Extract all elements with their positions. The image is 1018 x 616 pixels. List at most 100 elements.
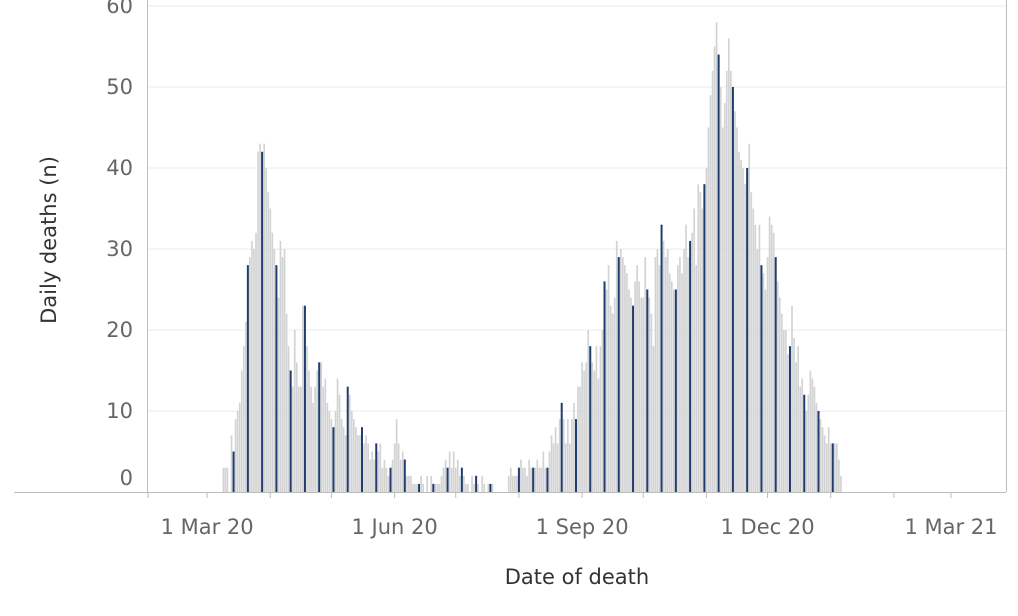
daily-bar xyxy=(310,386,312,492)
daily-bar xyxy=(654,257,657,492)
daily-bar xyxy=(748,143,751,492)
daily-bar xyxy=(257,151,259,493)
x-tick-label: 1 Sep 20 xyxy=(536,515,629,539)
weekly-bar xyxy=(831,443,834,492)
daily-bar xyxy=(815,402,818,492)
daily-bar xyxy=(564,443,567,492)
daily-bar xyxy=(526,475,528,492)
x-axis-title: Date of death xyxy=(505,565,649,589)
daily-bar xyxy=(664,257,667,492)
daily-bar xyxy=(721,127,724,492)
daily-bar xyxy=(552,443,555,492)
weekly-bar xyxy=(346,386,349,492)
daily-bar xyxy=(609,305,612,492)
daily-bar xyxy=(825,443,828,492)
daily-bar xyxy=(691,232,693,493)
daily-bar xyxy=(658,265,661,492)
weekly-bar xyxy=(360,427,363,492)
daily-bar xyxy=(823,435,826,492)
daily-bar xyxy=(679,257,681,492)
daily-bar xyxy=(267,192,270,493)
weekly-bar xyxy=(517,467,520,492)
daily-bar xyxy=(381,467,384,492)
daily-bar xyxy=(766,257,769,492)
daily-bar xyxy=(249,257,251,492)
daily-bar xyxy=(607,265,610,492)
daily-bar xyxy=(544,467,547,492)
daily-bar xyxy=(463,475,465,492)
daily-bar xyxy=(477,483,479,492)
daily-bar xyxy=(524,467,526,492)
daily-bar xyxy=(393,443,396,492)
daily-bar xyxy=(324,378,327,492)
weekly-bar xyxy=(603,281,606,492)
weekly-bar xyxy=(646,289,649,492)
daily-bar xyxy=(813,386,816,492)
daily-bar xyxy=(587,330,590,492)
daily-bar xyxy=(548,451,551,492)
daily-bar xyxy=(734,111,736,493)
daily-bar xyxy=(369,459,371,492)
daily-bar xyxy=(805,411,808,492)
daily-bar xyxy=(754,224,757,492)
daily-bar xyxy=(634,281,636,492)
daily-bar xyxy=(399,459,402,492)
daily-bar xyxy=(838,459,840,492)
daily-bar xyxy=(334,411,337,492)
y-tick-labels: 0 10 20 30 40 50 60 xyxy=(106,0,133,490)
weekly-bar xyxy=(389,467,392,492)
daily-bar xyxy=(320,362,323,492)
weekly-bar xyxy=(303,305,306,492)
daily-bar xyxy=(644,257,647,492)
daily-bar xyxy=(291,386,294,492)
daily-bar xyxy=(723,103,726,492)
daily-bar xyxy=(581,362,583,492)
daily-bar xyxy=(785,330,787,492)
daily-bar xyxy=(809,370,812,492)
daily-bar xyxy=(509,467,512,492)
daily-bar xyxy=(344,435,347,492)
daily-bar xyxy=(540,467,543,492)
daily-bar xyxy=(328,411,331,492)
daily-bar xyxy=(670,281,673,492)
daily-bar xyxy=(530,467,532,492)
daily-bar xyxy=(738,151,740,493)
daily-bar xyxy=(316,370,318,492)
daily-bar xyxy=(251,240,253,492)
daily-bar xyxy=(414,483,416,492)
weekly-bar xyxy=(375,443,378,492)
daily-bar xyxy=(780,313,783,492)
daily-bar xyxy=(302,305,304,492)
daily-bar xyxy=(444,459,447,492)
daily-bar xyxy=(285,313,288,492)
weekly-bar xyxy=(617,257,620,492)
weekly-bar xyxy=(261,151,264,493)
daily-bar xyxy=(778,297,781,492)
weekly-bar xyxy=(788,346,791,492)
daily-bar xyxy=(507,475,510,492)
daily-bar xyxy=(456,459,459,492)
daily-bar xyxy=(538,467,541,492)
daily-bar xyxy=(624,265,626,492)
daily-bar xyxy=(697,184,700,492)
daily-bar xyxy=(638,281,640,492)
y-tick-label: 10 xyxy=(106,399,133,423)
y-tick-label: 40 xyxy=(106,156,133,180)
daily-bar xyxy=(516,475,518,492)
daily-bar xyxy=(797,346,799,492)
weekly-bar xyxy=(803,394,806,492)
weekly-highlight-bars xyxy=(232,54,834,493)
daily-bar xyxy=(677,265,679,492)
daily-bar xyxy=(613,297,616,492)
daily-bar xyxy=(801,378,804,492)
daily-bar xyxy=(656,249,659,492)
daily-bar xyxy=(727,38,730,493)
daily-bar xyxy=(371,451,374,492)
daily-bar xyxy=(522,467,524,492)
daily-bar xyxy=(593,370,596,492)
daily-bar xyxy=(626,273,628,492)
daily-bar xyxy=(821,427,824,492)
daily-bar xyxy=(348,394,351,492)
daily-bar xyxy=(628,289,630,492)
daily-bar xyxy=(705,168,708,492)
